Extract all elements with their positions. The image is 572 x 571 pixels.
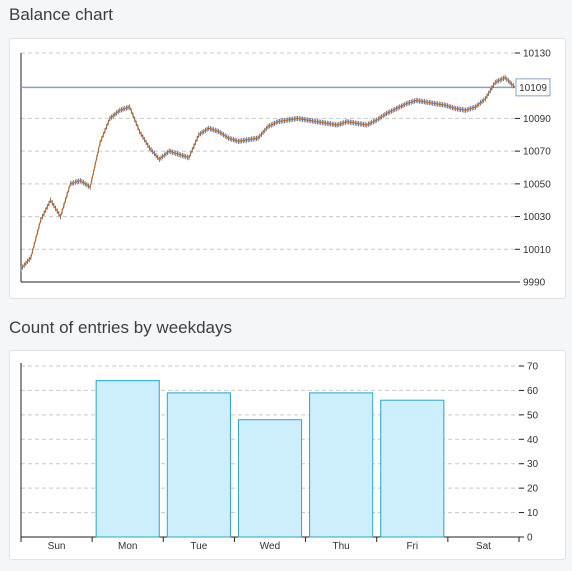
- weekday-y-tick-label: 50: [527, 410, 539, 421]
- weekday-x-tick-label: Sun: [48, 541, 66, 552]
- balance-y-tick-label: 10030: [523, 212, 551, 223]
- weekday-bar-thu: [309, 392, 374, 538]
- weekday-bars: [95, 380, 445, 538]
- balance-series-line: [20, 76, 516, 270]
- weekday-y-tick-label: 60: [527, 386, 539, 397]
- weekday-bar-mon: [95, 380, 160, 538]
- weekday-chart-title: Count of entries by weekdays: [9, 318, 233, 337]
- weekday-x-tick-label: Mon: [118, 541, 137, 552]
- balance-chart-title: Balance chart: [9, 5, 113, 24]
- weekday-y-tick-label: 30: [527, 459, 539, 470]
- balance-y-tick-label: 9990: [523, 278, 546, 289]
- weekday-y-tick-label: 0: [527, 533, 533, 544]
- balance-y-tick-label: 10090: [523, 114, 551, 125]
- weekday-y-tick-label: 40: [527, 435, 539, 446]
- weekday-chart-panel: Sun Mon Tue Wed Thu Fri Sat 70 60 50 40 30 20 10 0: [9, 350, 566, 560]
- weekday-y-tick-label: 70: [527, 362, 539, 373]
- weekday-bar-wed: [237, 419, 303, 538]
- balance-current-value-label: 10109: [519, 83, 547, 94]
- weekday-y-tick-label: 10: [527, 508, 539, 519]
- balance-current-value-box: [515, 78, 551, 97]
- weekday-x-tick-label: Tue: [190, 541, 207, 552]
- weekday-x-tick-label: Fri: [406, 541, 418, 552]
- weekday-chart: Sun Mon Tue Wed Thu Fri Sat 70 60 50 40 30 20 10 0: [20, 362, 539, 552]
- weekday-y-tick-labels: 70 60 50 40 30 20 10 0: [527, 362, 539, 544]
- weekday-x-tick-label: Wed: [260, 541, 280, 552]
- balance-y-tick-label: 10010: [523, 245, 551, 256]
- weekday-bar-tue: [166, 392, 231, 538]
- balance-y-tick-label: 10050: [523, 179, 551, 190]
- balance-chart: 10130 10090 10070 10050 10030 10010 9990 10109: [20, 49, 551, 289]
- weekday-bar-fri: [380, 399, 445, 538]
- balance-y-tick-label: 10130: [523, 49, 551, 60]
- weekday-y-tick-label: 20: [527, 484, 539, 495]
- weekday-x-ticks: Sun Mon Tue Wed Thu Fri Sat: [20, 537, 520, 552]
- balance-y-tick-label: 10070: [523, 147, 551, 158]
- weekday-x-tick-label: Thu: [333, 541, 350, 552]
- balance-chart-panel: 10130 10090 10070 10050 10030 10010 9990 10109: [9, 38, 566, 299]
- balance-tick-labels: 10130 10090 10070 10050 10030 10010 9990: [523, 49, 551, 289]
- weekday-x-tick-label: Sat: [476, 541, 491, 552]
